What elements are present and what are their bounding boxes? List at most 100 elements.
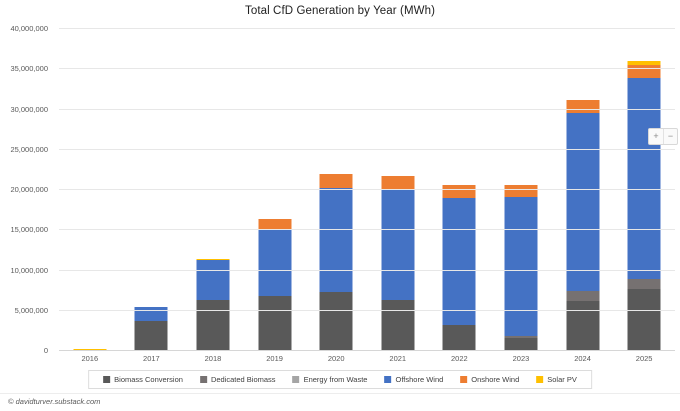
bar-slot-2024: [552, 28, 614, 350]
bar-segment-biomass-conversion: [442, 324, 476, 350]
bar-slot-2016: [59, 28, 121, 350]
y-tick-label: 25,000,000: [10, 144, 48, 154]
bar-slot-2025: [613, 28, 675, 350]
bars-container: [59, 28, 675, 350]
y-tick-label: 5,000,000: [14, 305, 48, 315]
legend-item-biomass-conversion: Biomass Conversion: [103, 375, 183, 384]
bar-segment-onshore-wind: [319, 174, 353, 189]
legend-item-solar-pv: Solar PV: [536, 375, 577, 384]
bar-slot-2020: [305, 28, 367, 350]
bar-segment-offshore-wind: [134, 306, 168, 321]
bar-segment-biomass-conversion: [381, 299, 415, 350]
bar-segment-solar-pv: [196, 259, 230, 261]
legend-item-dedicated-biomass: Dedicated Biomass: [199, 375, 276, 384]
bar-segment-dedicated-biomass: [566, 290, 600, 301]
y-gridline: [59, 68, 675, 70]
bar-segment-offshore-wind: [319, 188, 353, 293]
bar-slot-2019: [244, 28, 306, 350]
bar-segment-biomass-conversion: [319, 292, 353, 350]
legend-item-onshore-wind: Onshore Wind: [460, 375, 519, 384]
bar-segment-offshore-wind: [504, 197, 538, 336]
y-gridline: [59, 28, 675, 29]
legend-label: Offshore Wind: [395, 375, 444, 384]
bar-stack-2022: [442, 185, 476, 350]
bar-segment-offshore-wind: [442, 198, 476, 325]
bar-stack-2020: [319, 174, 353, 350]
bar-segment-offshore-wind: [381, 188, 415, 300]
x-tick-label: 2016: [81, 354, 99, 363]
bar-segment-onshore-wind: [627, 65, 661, 78]
x-tick-label: 2020: [327, 354, 345, 363]
x-tick-label: 2019: [266, 354, 283, 363]
x-tick-label: 2017: [143, 354, 160, 363]
attribution-text: © davidturver.substack.com: [8, 397, 101, 406]
zoom-out-button[interactable]: −: [663, 129, 677, 144]
bar-stack-2017: [134, 306, 168, 350]
x-tick-label: 2023: [512, 354, 530, 363]
x-tick-label: 2021: [389, 354, 407, 363]
y-tick-label: 30,000,000: [10, 104, 48, 114]
legend-swatch-offshore-wind: [384, 376, 392, 383]
y-tick-label: 15,000,000: [10, 225, 48, 235]
bar-segment-onshore-wind: [442, 185, 476, 199]
y-gridline: [59, 229, 675, 231]
bar-slot-2021: [367, 28, 429, 350]
legend-swatch-dedicated-biomass: [199, 376, 207, 383]
bar-stack-2024: [566, 99, 600, 350]
bar-segment-biomass-conversion: [258, 295, 292, 350]
bar-segment-solar-pv: [73, 348, 107, 350]
bar-segment-biomass-conversion: [196, 300, 230, 350]
bar-slot-2018: [182, 28, 244, 350]
x-axis: 2016 2017 2018 2019 2020 2021 2022 2023 2024 2025: [59, 354, 675, 363]
y-gridline: [59, 189, 675, 190]
bar-segment-solar-pv: [627, 61, 661, 66]
legend-swatch-energy-from-waste: [292, 376, 300, 383]
y-gridline: [59, 269, 675, 271]
chart-title: Total CfD Generation by Year (MWh): [244, 5, 436, 17]
footer-divider: [0, 393, 680, 394]
legend: Biomass Conversion Dedicated Biomass Energ…: [88, 370, 592, 389]
legend-swatch-solar-pv: [536, 376, 544, 383]
y-tick-label: 40,000,000: [10, 24, 48, 33]
legend-label: Onshore Wind: [471, 375, 520, 384]
legend-swatch-onshore-wind: [460, 376, 468, 383]
bar-segment-dedicated-biomass: [627, 278, 661, 290]
bar-stack-2025: [627, 61, 661, 350]
bar-segment-offshore-wind: [627, 77, 661, 279]
x-tick-label: 2022: [451, 354, 468, 363]
bar-stack-2019: [258, 219, 292, 350]
bar-slot-2023: [490, 28, 552, 350]
y-gridline: [59, 108, 675, 110]
bar-segment-biomass-conversion: [627, 289, 661, 350]
x-axis-baseline: [59, 350, 675, 351]
x-tick-label: 2024: [574, 354, 591, 363]
legend-item-offshore-wind: Offshore Wind: [384, 375, 443, 384]
bar-segment-offshore-wind: [566, 112, 600, 291]
bar-segment-biomass-conversion: [134, 320, 168, 350]
bar-segment-biomass-conversion: [504, 338, 538, 350]
legend-swatch-biomass-conversion: [103, 376, 111, 383]
zoom-in-button[interactable]: +: [649, 129, 663, 144]
y-tick-label: 35,000,000: [10, 64, 48, 74]
y-gridline: [59, 309, 675, 311]
legend-label: Energy from Waste: [303, 375, 368, 384]
bar-slot-2022: [429, 28, 491, 350]
bar-stack-2016: [73, 348, 107, 350]
bar-segment-onshore-wind: [566, 99, 600, 113]
legend-item-energy-from-waste: Energy from Waste: [292, 375, 368, 384]
y-tick-label: 20,000,000: [10, 185, 48, 194]
legend-label: Biomass Conversion: [114, 375, 183, 384]
bar-segment-onshore-wind: [504, 185, 538, 198]
zoom-control: + −: [648, 128, 678, 145]
y-gridline: [59, 148, 675, 150]
bar-segment-offshore-wind: [258, 229, 292, 296]
y-axis: 0 5,000,000 10,000,000 15,000,000 20,000,000…: [0, 24, 53, 355]
bar-segment-biomass-conversion: [566, 300, 600, 350]
legend-label: Dedicated Biomass: [210, 375, 276, 384]
legend-label: Solar PV: [547, 375, 577, 384]
bar-segment-onshore-wind: [258, 219, 292, 230]
x-tick-label: 2025: [635, 354, 653, 363]
x-tick-label: 2018: [204, 354, 222, 363]
bar-stack-2021: [381, 176, 415, 350]
bar-stack-2023: [504, 185, 538, 350]
